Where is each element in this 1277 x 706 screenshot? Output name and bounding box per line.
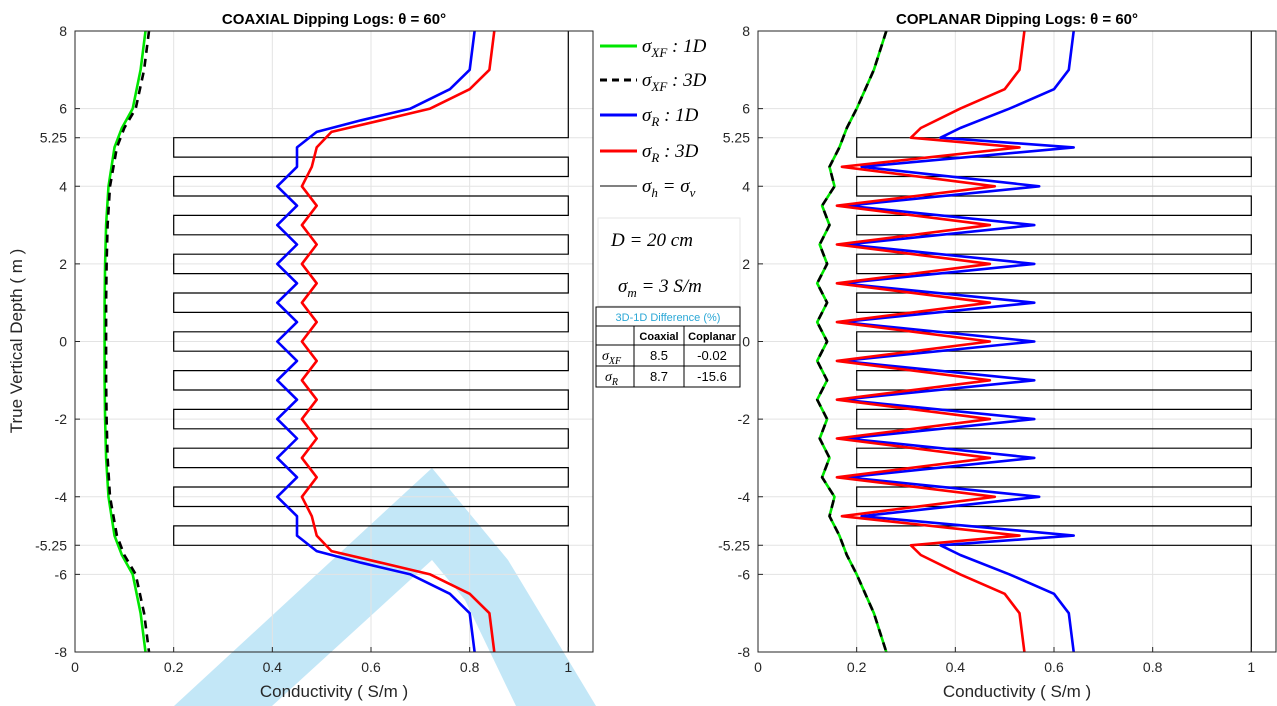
difference-table-title: 3D-1D Difference (%) xyxy=(616,312,721,324)
coaxial-y-ticks: -8 -6 -5.25 -4 -2 0 2 4 5.25 6 8 xyxy=(35,23,80,660)
coplanar-grid xyxy=(757,30,1276,653)
coplanar-y-tick-label: 2 xyxy=(742,256,750,272)
coaxial-y-tick-label: 2 xyxy=(59,256,67,272)
coplanar-layer-model-curve xyxy=(856,31,1252,652)
coplanar-x-tick-label: 0.4 xyxy=(946,659,966,675)
coplanar-y-tick-label: -4 xyxy=(738,489,751,505)
annotation-spacing: D = 20 cm xyxy=(610,230,693,251)
coaxial-series-line-2 xyxy=(276,30,476,653)
coaxial-y-tick-label: -6 xyxy=(55,566,68,582)
coaxial-y-tick-label: -4 xyxy=(55,489,68,505)
annotation-box: D = 20 cm σm = 3 S/m xyxy=(597,217,741,307)
table-cell-xf-coplanar: -0.02 xyxy=(697,348,727,363)
coplanar-y-tick-label: 4 xyxy=(742,178,750,194)
coplanar-series-line-2 xyxy=(840,30,1075,653)
legend-entry-sigma-xf-3d: σXF : 3D xyxy=(600,70,707,94)
annotation-mud-conductivity: σm = 3 S/m xyxy=(618,276,702,300)
legend: σXF : 1D σXF : 3D σR : 1D σR : 3D σh = σ… xyxy=(600,36,707,200)
coplanar-series xyxy=(815,30,1075,653)
coaxial-y-tick-label: -2 xyxy=(55,411,68,427)
legend-label-sigma-r-1d: σR : 1D xyxy=(642,105,699,129)
coaxial-x-tick-label: 0 xyxy=(71,659,79,675)
coaxial-x-ticks: 0 0.2 0.4 0.6 0.8 1 xyxy=(71,647,572,675)
coplanar-y-tick-label: -8 xyxy=(738,644,751,660)
coaxial-series-line-1 xyxy=(104,30,151,653)
coaxial-chart: 0 0.2 0.4 0.6 0.8 1 -8 -6 -5.25 -4 -2 0 2 4 5.25 6 8 CO… xyxy=(7,11,594,701)
coaxial-x-tick-label: 0.4 xyxy=(263,659,283,675)
coplanar-y-tick-label: 6 xyxy=(742,101,750,117)
coaxial-series xyxy=(103,30,496,653)
coaxial-x-tick-label: 1 xyxy=(564,659,572,675)
coaxial-y-tick-label: 0 xyxy=(59,334,67,350)
coplanar-x-tick-label: 1 xyxy=(1247,659,1255,675)
coplanar-y-tick-label: -5.25 xyxy=(718,537,750,553)
legend-label-sigma-xf-1d: σXF : 1D xyxy=(642,36,707,60)
coaxial-series-line-0 xyxy=(103,30,147,653)
table-cell-r-coplanar: -15.6 xyxy=(697,369,727,384)
table-cell-xf-coaxial: 8.5 xyxy=(650,348,668,363)
legend-entry-sigma-h-eq-v: σh = σv xyxy=(600,176,696,200)
coaxial-y-tick-label: 8 xyxy=(59,23,67,39)
coaxial-layer-model-curve xyxy=(173,31,569,652)
coaxial-title: COAXIAL Dipping Logs: θ = 60° xyxy=(222,11,446,28)
coaxial-y-tick-label: -5.25 xyxy=(35,537,67,553)
coplanar-y-tick-label: -6 xyxy=(738,566,751,582)
coaxial-y-tick-label: 5.25 xyxy=(40,130,67,146)
annotation-box-frame xyxy=(597,217,741,307)
coaxial-y-tick-label: 4 xyxy=(59,178,67,194)
coplanar-y-tick-label: 5.25 xyxy=(723,130,750,146)
coaxial-x-axis-label: Conductivity ( S/m ) xyxy=(260,682,408,701)
coplanar-title: COPLANAR Dipping Logs: θ = 60° xyxy=(896,11,1138,28)
coplanar-layer-model xyxy=(856,31,1252,652)
table-header-coaxial: Coaxial xyxy=(639,331,678,343)
difference-table-frame xyxy=(595,306,741,388)
difference-table: 3D-1D Difference (%) Coaxial Coplanar σX… xyxy=(595,306,741,388)
coaxial-x-tick-label: 0.2 xyxy=(164,659,184,675)
coplanar-chart: 0 0.2 0.4 0.6 0.8 1 -8 -6 -5.25 -4 -2 0 2 4 5.25 6 8 CO… xyxy=(718,11,1277,701)
legend-entry-sigma-xf-1d: σXF : 1D xyxy=(600,36,707,60)
legend-label-sigma-h-eq-v: σh = σv xyxy=(642,176,696,200)
coaxial-layer-model xyxy=(173,31,569,652)
coplanar-y-tick-label: -2 xyxy=(738,411,751,427)
y-axis-label: True Vertical Depth ( m ) xyxy=(7,249,26,434)
coplanar-x-tick-label: 0.8 xyxy=(1143,659,1163,675)
coplanar-x-axis-label: Conductivity ( S/m ) xyxy=(943,682,1091,701)
coaxial-x-tick-label: 0.6 xyxy=(361,659,381,675)
coplanar-y-ticks: -8 -6 -5.25 -4 -2 0 2 4 5.25 6 8 xyxy=(718,23,763,660)
coaxial-y-tick-label: -8 xyxy=(55,644,68,660)
coplanar-x-ticks: 0 0.2 0.4 0.6 0.8 1 xyxy=(754,647,1255,675)
legend-entry-sigma-r-3d: σR : 3D xyxy=(600,141,699,165)
legend-entry-sigma-r-1d: σR : 1D xyxy=(600,105,699,129)
coaxial-series-line-3 xyxy=(300,30,496,653)
coaxial-x-tick-label: 0.8 xyxy=(460,659,480,675)
coplanar-y-tick-label: 0 xyxy=(742,334,750,350)
coplanar-series-line-1 xyxy=(815,30,888,653)
table-header-coplanar: Coplanar xyxy=(688,331,736,343)
legend-label-sigma-xf-3d: σXF : 3D xyxy=(642,70,707,94)
coplanar-x-tick-label: 0.6 xyxy=(1044,659,1064,675)
coplanar-series-line-3 xyxy=(835,30,1026,653)
coplanar-x-tick-label: 0.2 xyxy=(847,659,867,675)
table-cell-r-coaxial: 8.7 xyxy=(650,369,668,384)
coaxial-y-tick-label: 6 xyxy=(59,101,67,117)
coplanar-y-tick-label: 8 xyxy=(742,23,750,39)
legend-label-sigma-r-3d: σR : 3D xyxy=(642,141,699,165)
watermark-logo xyxy=(174,468,596,706)
coplanar-x-tick-label: 0 xyxy=(754,659,762,675)
